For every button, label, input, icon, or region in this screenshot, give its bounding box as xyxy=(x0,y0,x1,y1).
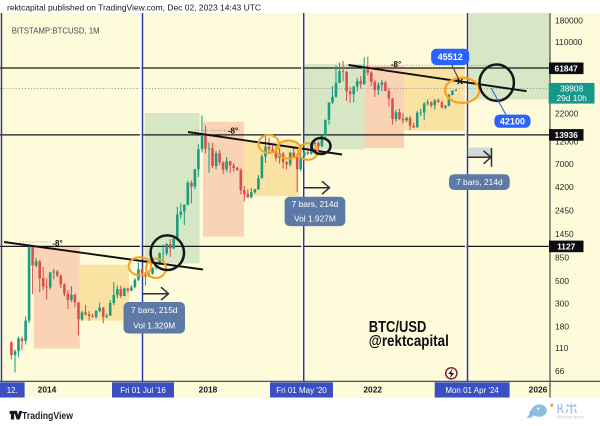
svg-text:1127: 1127 xyxy=(557,242,576,252)
svg-text:rektcapital published on Tradi: rektcapital published on TradingView.com… xyxy=(7,3,261,13)
svg-text:7 bars, 214d: 7 bars, 214d xyxy=(292,199,339,209)
svg-text:110: 110 xyxy=(555,343,569,353)
svg-text:38808: 38808 xyxy=(560,84,584,94)
svg-text:1450: 1450 xyxy=(555,229,574,239)
svg-text:61847: 61847 xyxy=(555,63,579,73)
svg-text:7 bars, 215d: 7 bars, 215d xyxy=(131,305,178,315)
svg-text:110000: 110000 xyxy=(555,37,583,47)
svg-text:-8°: -8° xyxy=(52,239,62,248)
svg-text:BTC/USD: BTC/USD xyxy=(369,319,427,336)
svg-text:2014: 2014 xyxy=(38,385,57,395)
svg-text:500: 500 xyxy=(555,276,569,286)
svg-text:12000: 12000 xyxy=(555,137,579,147)
svg-text:Bitpush.news: Bitpush.news xyxy=(557,414,585,419)
svg-text:2026: 2026 xyxy=(529,385,548,395)
svg-text:Vol 1.329M: Vol 1.329M xyxy=(133,321,175,331)
svg-text:13936: 13936 xyxy=(555,130,579,140)
svg-text:22000: 22000 xyxy=(555,108,579,118)
svg-text:4200: 4200 xyxy=(555,182,574,192)
svg-text:2450: 2450 xyxy=(555,206,574,216)
svg-text:-8°: -8° xyxy=(391,60,401,69)
svg-text:180: 180 xyxy=(555,321,569,331)
svg-text:TradingView: TradingView xyxy=(22,411,73,422)
svg-text:Fri 01 Jul '16: Fri 01 Jul '16 xyxy=(120,386,166,395)
svg-text:42100: 42100 xyxy=(500,116,525,126)
svg-text:66: 66 xyxy=(555,366,565,376)
svg-text:@rektcapital: @rektcapital xyxy=(369,333,449,350)
svg-text:180000: 180000 xyxy=(555,15,583,25)
svg-text:2018: 2018 xyxy=(199,385,218,395)
svg-text:Mon 01 Apr '24: Mon 01 Apr '24 xyxy=(445,386,499,395)
svg-text:2022: 2022 xyxy=(363,385,382,395)
svg-text:BITSTAMP:BTCUSD, 1M: BITSTAMP:BTCUSD, 1M xyxy=(12,26,100,36)
svg-text:850: 850 xyxy=(555,253,569,263)
svg-text:29d 10h: 29d 10h xyxy=(556,93,587,103)
svg-text:12.: 12. xyxy=(7,386,18,395)
svg-text:7 bars, 214d: 7 bars, 214d xyxy=(456,177,503,187)
svg-text:7000: 7000 xyxy=(555,159,574,169)
svg-text:45512: 45512 xyxy=(438,52,463,62)
svg-text:Vol 1.927M: Vol 1.927M xyxy=(294,214,336,224)
svg-text:-8°: -8° xyxy=(228,127,238,136)
svg-text:Fri 01 May '20: Fri 01 May '20 xyxy=(276,386,327,395)
svg-text:300: 300 xyxy=(555,299,569,309)
